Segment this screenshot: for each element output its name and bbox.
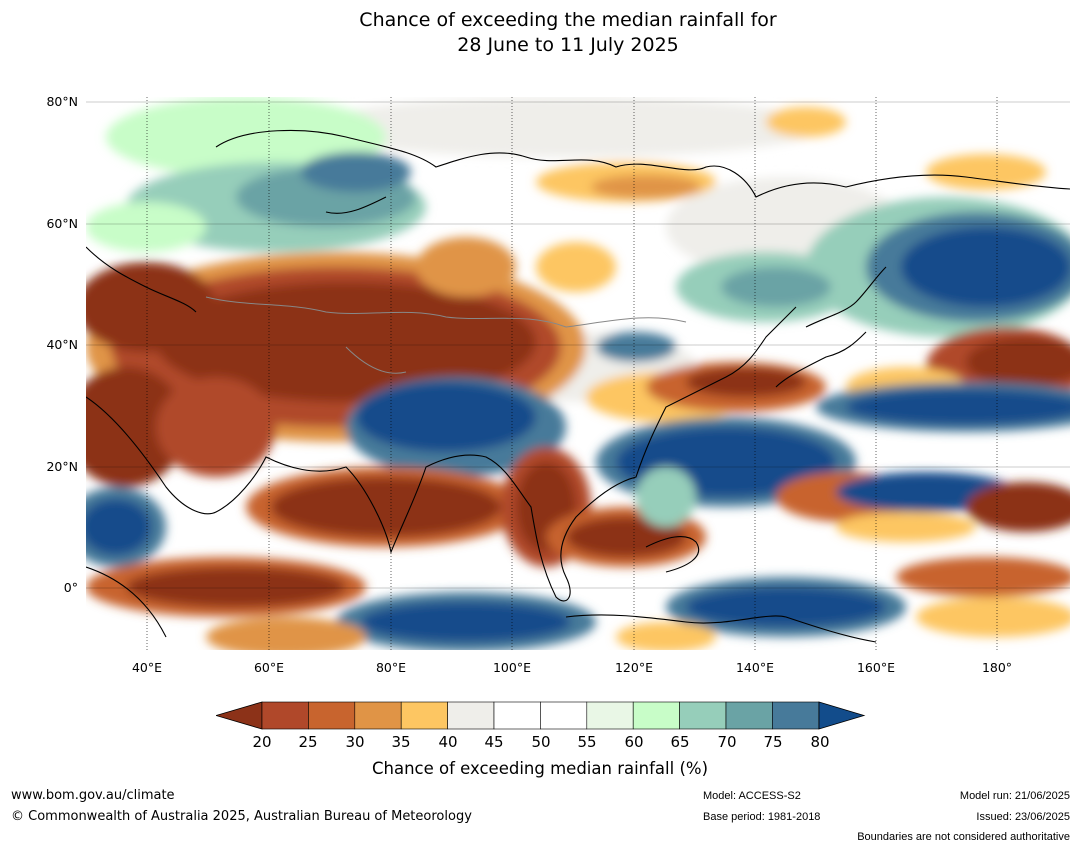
title-line-2: 28 June to 11 July 2025 xyxy=(457,34,679,56)
lat-label-80n: 80°N xyxy=(46,94,78,109)
colorbar-cell xyxy=(632,701,680,730)
colorbar-cell xyxy=(493,701,541,730)
lon-label-40e: 40°E xyxy=(131,660,163,675)
colorbar-tick-75: 75 xyxy=(763,733,783,751)
footer-copyright: © Commonwealth of Australia 2025, Austra… xyxy=(11,809,472,824)
lat-label-40n: 40°N xyxy=(46,337,78,352)
colorbar-cell xyxy=(447,701,495,730)
coastlines xyxy=(86,129,1070,643)
colorbar-tick-25: 25 xyxy=(298,733,318,751)
colorbar-tick-45: 45 xyxy=(484,733,504,751)
colorbar-cell xyxy=(679,701,727,730)
colorbar xyxy=(216,701,866,730)
lon-label-120e: 120°E xyxy=(614,660,653,675)
footer-issued: Issued: 23/06/2025 xyxy=(976,811,1070,823)
lon-label-60e: 60°E xyxy=(253,660,285,675)
colorbar-tick-50: 50 xyxy=(531,733,551,751)
map-title: Chance of exceeding the median rainfall … xyxy=(0,8,1081,58)
colorbar-tick-40: 40 xyxy=(438,733,458,751)
colorbar-cell xyxy=(725,701,773,730)
colorbar-tick-30: 30 xyxy=(345,733,365,751)
colorbar-cell xyxy=(540,701,588,730)
colorbar-cell xyxy=(772,701,820,730)
lon-label-180: 180° xyxy=(981,660,1013,675)
lat-label-60n: 60°N xyxy=(46,216,78,231)
rainfall-map xyxy=(86,97,1070,650)
colorbar-arrow-high xyxy=(818,701,866,730)
country-borders xyxy=(205,296,687,374)
graticule xyxy=(146,97,998,650)
colorbar-tick-80: 80 xyxy=(810,733,830,751)
colorbar-cell xyxy=(261,701,309,730)
footer-boundaries-note: Boundaries are not considered authoritat… xyxy=(857,831,1070,843)
lon-label-100e: 100°E xyxy=(492,660,531,675)
footer-base-period: Base period: 1981-2018 xyxy=(703,811,821,823)
footer-website: www.bom.gov.au/climate xyxy=(11,788,175,803)
colorbar-cell xyxy=(586,701,634,730)
colorbar-label: Chance of exceeding median rainfall (%) xyxy=(371,759,709,778)
colorbar-tick-70: 70 xyxy=(717,733,737,751)
lat-gridlines xyxy=(86,101,1070,589)
colorbar-tick-20: 20 xyxy=(252,733,272,751)
colorbar-tick-35: 35 xyxy=(391,733,411,751)
footer-model-run: Model run: 21/06/2025 xyxy=(959,790,1070,802)
colorbar-tick-65: 65 xyxy=(670,733,690,751)
map-canvas xyxy=(86,97,1070,650)
colorbar-arrow-low xyxy=(216,701,263,730)
colorbar-cell xyxy=(354,701,402,730)
lon-label-160e: 160°E xyxy=(856,660,895,675)
colorbar-cell xyxy=(308,701,356,730)
rainfall-field xyxy=(86,97,1070,650)
lon-label-80e: 80°E xyxy=(375,660,407,675)
colorbar-tick-60: 60 xyxy=(624,733,644,751)
lat-label-0: 0° xyxy=(63,580,78,595)
footer-model: Model: ACCESS-S2 xyxy=(703,790,801,802)
lon-label-140e: 140°E xyxy=(735,660,774,675)
title-line-1: Chance of exceeding the median rainfall … xyxy=(359,9,777,31)
colorbar-tick-55: 55 xyxy=(577,733,597,751)
lat-label-20n: 20°N xyxy=(46,459,78,474)
colorbar-cell xyxy=(400,701,448,730)
